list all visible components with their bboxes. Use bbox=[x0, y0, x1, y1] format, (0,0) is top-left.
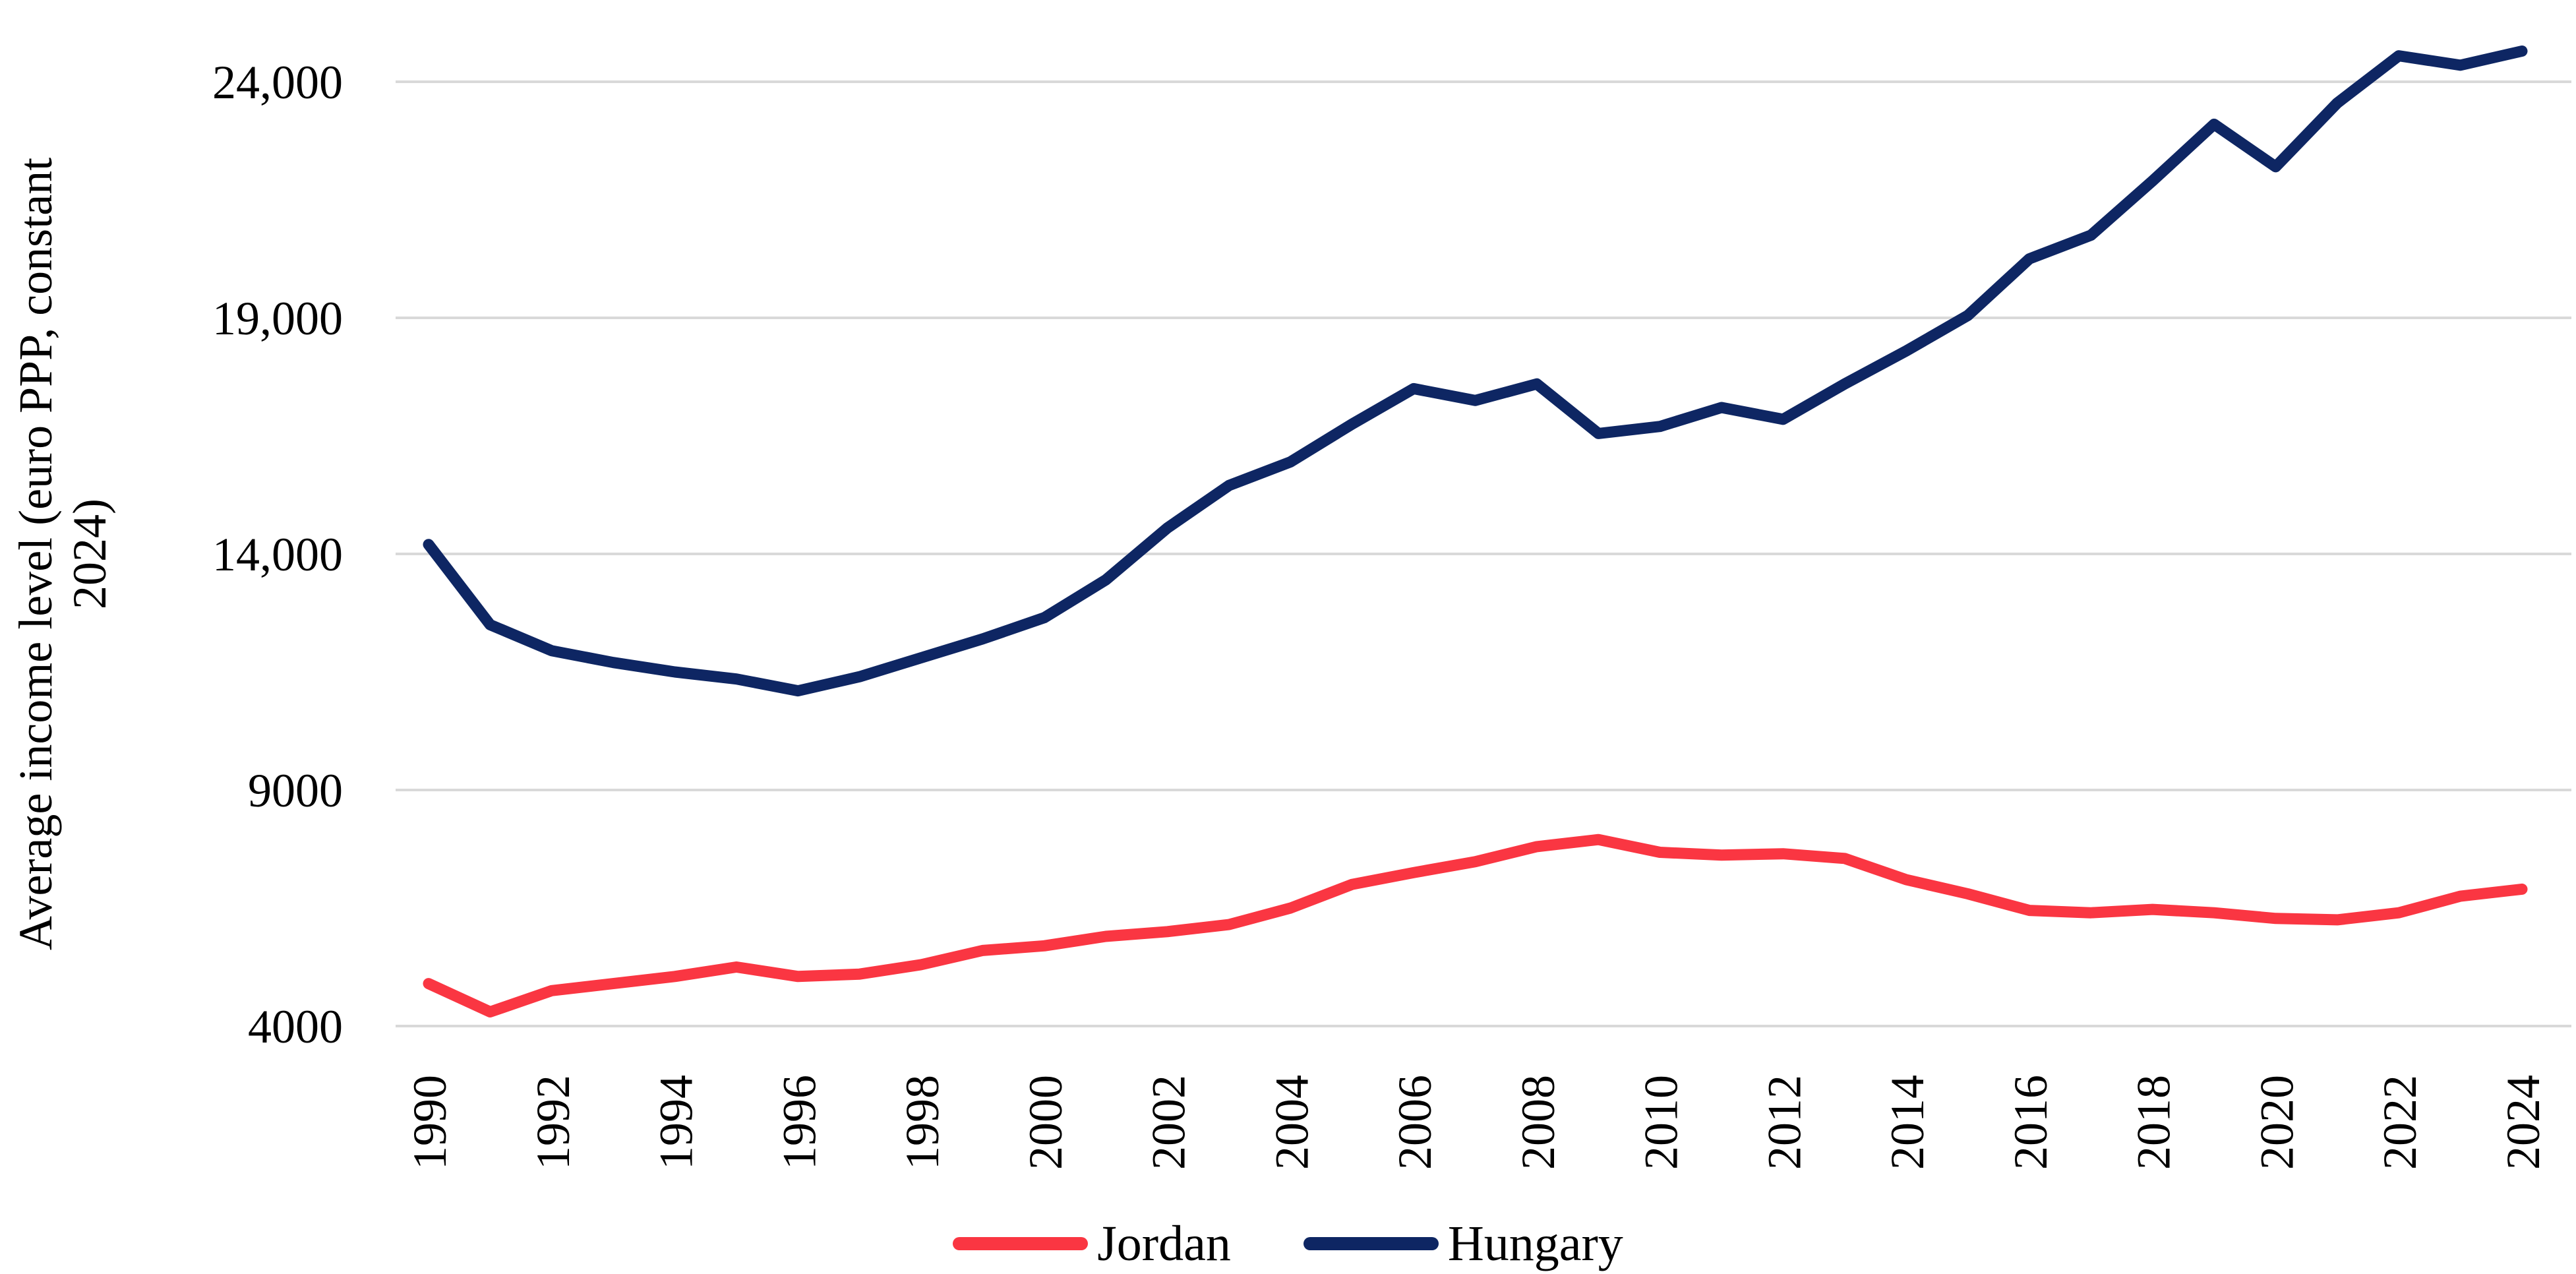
x-tick-label-2016: 2016 bbox=[2004, 1075, 2057, 1170]
legend-label-jordan: Jordan bbox=[1097, 1216, 1231, 1271]
x-tick-label-2018: 2018 bbox=[2128, 1075, 2180, 1170]
x-tick-label-1992: 1992 bbox=[527, 1075, 580, 1170]
gridlines bbox=[396, 80, 2571, 1027]
y-tick-label-4000: 4000 bbox=[248, 1000, 343, 1053]
y-tick-label-24000: 24,000 bbox=[212, 56, 343, 109]
y-tick-label-14000: 14,000 bbox=[212, 528, 343, 581]
legend-label-hungary: Hungary bbox=[1447, 1216, 1623, 1271]
x-tick-label-1996: 1996 bbox=[773, 1075, 825, 1170]
legend-item-jordan: Jordan bbox=[953, 1219, 1231, 1269]
x-tick-label-1998: 1998 bbox=[896, 1075, 949, 1170]
x-tick-label-2020: 2020 bbox=[2250, 1075, 2303, 1170]
y-axis-tick-labels: 24,000 19,000 14,000 9000 4000 bbox=[212, 56, 343, 1053]
hungary-line bbox=[423, 46, 2528, 697]
x-tick-label-2022: 2022 bbox=[2374, 1075, 2426, 1170]
x-axis-tick-labels: 1990 1992 1994 1996 1998 2000 2002 2004 2006 2008… bbox=[404, 1075, 2550, 1170]
x-tick-label-2006: 2006 bbox=[1389, 1075, 1441, 1170]
x-tick-label-2008: 2008 bbox=[1512, 1075, 1565, 1170]
jordan-line bbox=[423, 834, 2528, 1017]
x-tick-label-2004: 2004 bbox=[1265, 1075, 1318, 1170]
x-tick-label-2000: 2000 bbox=[1019, 1075, 1072, 1170]
series-lines bbox=[423, 46, 2528, 1017]
x-tick-label-1994: 1994 bbox=[650, 1075, 703, 1170]
jordan-line-swatch bbox=[953, 1237, 1089, 1250]
x-tick-label-2010: 2010 bbox=[1635, 1075, 1688, 1170]
x-tick-label-1990: 1990 bbox=[404, 1075, 456, 1170]
legend-item-hungary: Hungary bbox=[1303, 1219, 1623, 1269]
y-axis-title: Average income level (euro PPP, constant… bbox=[9, 158, 116, 950]
legend: Jordan Hungary bbox=[0, 1219, 2576, 1269]
y-axis-title-line2: 2024) bbox=[63, 499, 116, 609]
x-tick-label-2002: 2002 bbox=[1143, 1075, 1195, 1170]
hungary-line-swatch bbox=[1303, 1237, 1439, 1250]
x-tick-label-2012: 2012 bbox=[1758, 1075, 1811, 1170]
x-tick-label-2024: 2024 bbox=[2497, 1075, 2550, 1170]
y-axis-title-line1: Average income level (euro PPP, constant bbox=[9, 158, 62, 950]
y-tick-label-9000: 9000 bbox=[248, 764, 343, 817]
x-tick-label-2014: 2014 bbox=[1881, 1075, 1934, 1170]
y-tick-label-19000: 19,000 bbox=[212, 292, 343, 345]
